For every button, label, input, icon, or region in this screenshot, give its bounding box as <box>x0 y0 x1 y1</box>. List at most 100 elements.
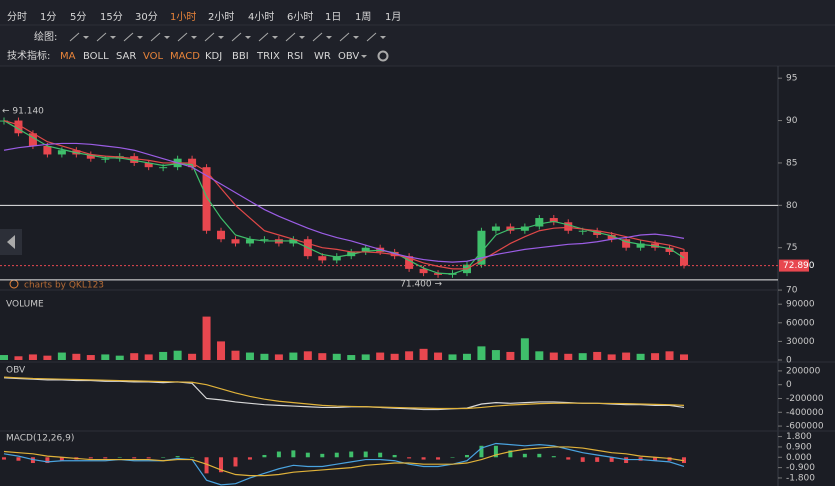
indicator-button[interactable]: BOLL <box>83 51 109 62</box>
indicator-button[interactable]: MA <box>60 51 76 62</box>
macd-histogram <box>378 452 383 458</box>
indicator-button[interactable]: MACD <box>170 51 200 62</box>
dropdown-arrow[interactable] <box>380 36 386 39</box>
macd-histogram <box>88 457 93 459</box>
indicator-button[interactable]: VOL <box>143 51 164 62</box>
draw-tool-icon[interactable] <box>96 32 107 42</box>
dropdown-arrow[interactable] <box>164 36 170 39</box>
dropdown-arrow[interactable] <box>353 36 359 39</box>
y-tick-label: 80 <box>786 201 798 211</box>
macd-histogram <box>320 453 325 458</box>
indicator-button[interactable]: KDJ <box>205 51 222 62</box>
dropdown-arrow[interactable] <box>110 36 116 39</box>
volume-bar <box>376 352 385 360</box>
y-tick-label: 0.900 <box>786 442 812 452</box>
macd-histogram <box>479 445 484 458</box>
dropdown-arrow[interactable] <box>137 36 143 39</box>
indicator-line <box>3 446 685 477</box>
y-tick-label: 0.000 <box>786 453 812 463</box>
y-tick-label: 85 <box>786 158 797 168</box>
macd-histogram <box>334 452 339 458</box>
indicator-button[interactable]: RSI <box>287 51 303 62</box>
timeframe-button[interactable]: 30分 <box>135 11 158 23</box>
candle <box>477 230 486 265</box>
indicator-line <box>3 120 685 275</box>
candle <box>43 145 52 155</box>
candle <box>260 239 269 241</box>
timeframe-button[interactable]: 5分 <box>70 11 86 23</box>
candle <box>434 273 443 275</box>
last-price-box <box>779 259 809 272</box>
indicator-label: 技术指标: <box>7 49 50 62</box>
timeframe-button[interactable]: 2小时 <box>208 11 234 23</box>
timeframe-button[interactable]: 1日 <box>325 12 341 23</box>
draw-tool-icon[interactable] <box>231 32 242 42</box>
dropdown-arrow[interactable] <box>272 36 278 39</box>
candle <box>202 167 211 231</box>
dropdown-arrow[interactable] <box>191 36 197 39</box>
volume-bar <box>405 351 414 360</box>
y-tick-label: 95 <box>786 74 797 84</box>
draw-tool-icon[interactable] <box>258 32 269 42</box>
volume-bar <box>86 355 95 360</box>
candle <box>332 256 341 261</box>
draw-tool-icon[interactable] <box>177 32 188 42</box>
timeframe-button[interactable]: 1周 <box>355 11 371 23</box>
macd-histogram <box>363 451 368 458</box>
dropdown-arrow[interactable] <box>299 36 305 39</box>
macd-histogram <box>407 457 412 459</box>
y-tick-label: -1.800 <box>786 473 815 483</box>
draw-tool-icon[interactable] <box>312 32 323 42</box>
volume-bar <box>607 354 616 360</box>
volume-bar <box>72 353 81 360</box>
settings-icon[interactable] <box>377 50 389 62</box>
timeframe-button[interactable]: 4小时 <box>248 11 274 23</box>
draw-tool-icon[interactable] <box>285 32 296 42</box>
volume-bar <box>101 354 110 360</box>
dropdown-arrow[interactable] <box>361 55 367 58</box>
dropdown-arrow[interactable] <box>245 36 251 39</box>
timeframe-button[interactable]: 1月 <box>385 11 401 23</box>
dropdown-arrow[interactable] <box>218 36 224 39</box>
macd-histogram <box>262 454 267 458</box>
dropdown-arrow[interactable] <box>326 36 332 39</box>
draw-tool-icon[interactable] <box>366 32 377 42</box>
macd-histogram <box>291 450 296 458</box>
volume-bar <box>665 351 674 360</box>
indicator-button[interactable]: OBV <box>338 51 359 62</box>
candle <box>144 162 153 168</box>
volume-bar <box>636 353 645 360</box>
volume-bar <box>14 356 23 360</box>
volume-bar <box>564 353 573 360</box>
volume-bar <box>651 353 660 360</box>
timeframe-button[interactable]: 1分 <box>40 11 56 23</box>
draw-tool-icon[interactable] <box>150 32 161 42</box>
draw-tool-icon[interactable] <box>204 32 215 42</box>
macd-histogram <box>45 457 50 464</box>
volume-bar <box>43 355 52 360</box>
draw-tool-icon[interactable] <box>69 32 80 42</box>
draw-tool-icon[interactable] <box>123 32 134 42</box>
macd-histogram <box>493 445 498 458</box>
timeframe-button[interactable]: 分时 <box>7 11 27 23</box>
indicator-button[interactable]: TRIX <box>256 51 280 62</box>
timeframe-button[interactable]: 15分 <box>100 11 123 23</box>
macd-histogram <box>522 453 527 458</box>
y-tick-label: 0 <box>786 356 792 366</box>
max-marker: ← 91.140 <box>2 106 44 116</box>
timeframe-button[interactable]: 1小时 <box>170 11 196 23</box>
macd-histogram <box>551 456 556 458</box>
indicator-button[interactable]: WR <box>314 51 331 62</box>
draw-tool-icon[interactable] <box>339 32 350 42</box>
volume-bar <box>680 354 688 360</box>
dropdown-arrow[interactable] <box>83 36 89 39</box>
timeframe-button[interactable]: 6小时 <box>287 11 313 23</box>
volume-bar <box>217 341 226 360</box>
indicator-button[interactable]: SAR <box>116 51 136 62</box>
volume-bar <box>462 353 471 360</box>
volume-bar <box>57 352 66 360</box>
indicator-button[interactable]: BBI <box>232 51 249 62</box>
scroll-left-button[interactable] <box>0 229 22 255</box>
